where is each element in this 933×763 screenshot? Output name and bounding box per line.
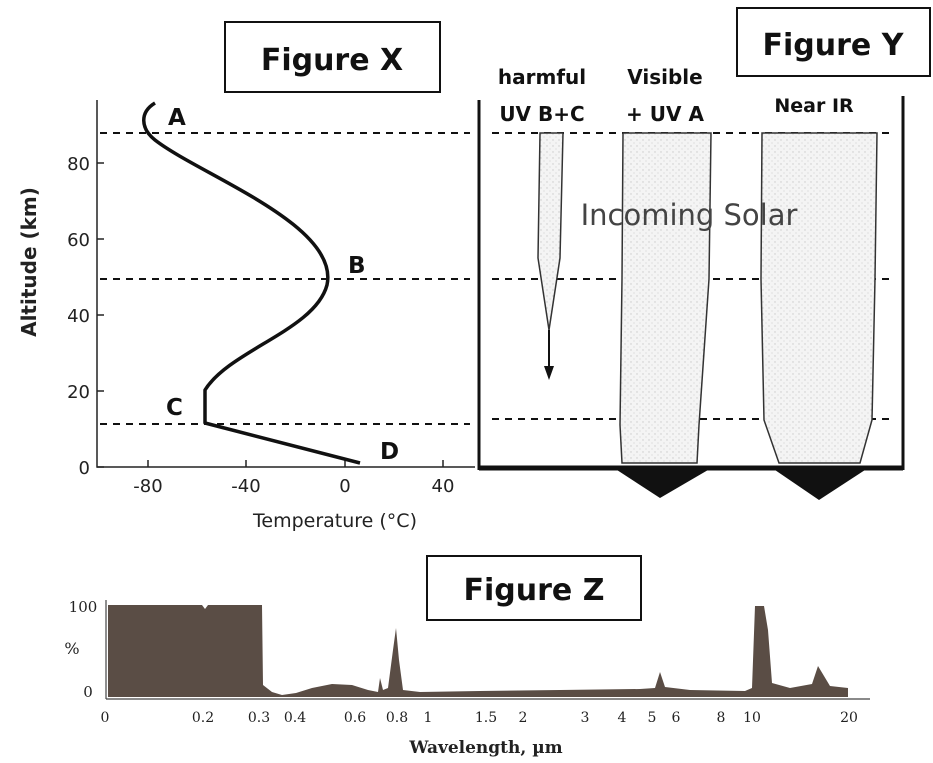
figure-x-y-tick-60: 60 — [67, 230, 90, 251]
point-b-label: B — [348, 253, 366, 279]
figure-z-x-axis-label: Wavelength, µm — [408, 738, 562, 758]
visible-ground-absorption — [617, 470, 708, 498]
figure-z-x-tick: 20 — [840, 710, 858, 726]
figure-x-y-ticks — [97, 162, 104, 468]
figure-z-x-tick: 0.6 — [344, 710, 366, 726]
figure-z-title-box — [426, 555, 642, 621]
figure-z-x-tick: 6 — [672, 710, 681, 726]
point-a-label: A — [168, 105, 186, 131]
figure-x-x-tick-neg40: -40 — [231, 476, 260, 497]
uv-arrow-head — [544, 366, 554, 380]
visible-label-line-2: + UV A — [626, 102, 704, 126]
figure-z-x-tick: 1.5 — [475, 710, 497, 726]
visible-label-line-1: Visible — [627, 65, 702, 89]
figure-x-x-axis-label: Temperature (°C) — [252, 510, 417, 532]
figure-x-y-tick-80: 80 — [67, 154, 90, 175]
figure-y-title: Figure Y — [763, 28, 905, 63]
uv-beam — [537, 132, 564, 331]
figure-x-x-tick-0: 0 — [339, 476, 350, 497]
figure-z-y-tick-0: 0 — [83, 683, 93, 701]
figure-x-x-tick-neg80: -80 — [133, 476, 162, 497]
figure-z: Figure Z 100 % 0 0 0.2 0.3 0.4 0.6 0.8 1… — [64, 555, 870, 758]
figure-z-title: Figure Z — [464, 573, 605, 608]
figure-z-y-tick-100: 100 — [69, 598, 98, 616]
figure-z-x-tick: 0.3 — [248, 710, 270, 726]
figure-z-x-tick: 0 — [101, 710, 110, 726]
figure-y: Figure Y harmful UV B+C Visible + UV A N… — [477, 7, 931, 500]
figure-x-y-tick-40: 40 — [67, 306, 90, 327]
near-ir-label: Near IR — [774, 95, 854, 117]
point-d-label: D — [380, 439, 399, 465]
incoming-solar-caption: Incoming Solar — [581, 198, 798, 232]
figure-z-x-tick: 0.8 — [386, 710, 408, 726]
visible-beam — [619, 132, 712, 464]
point-c-label: C — [166, 395, 183, 421]
figure-x-y-tick-20: 20 — [67, 382, 90, 403]
figure-y-title-box — [736, 7, 931, 77]
figure-z-x-tick: 4 — [618, 710, 627, 726]
figure-x-plot-frame — [96, 100, 475, 468]
figure-z-x-tick: 3 — [581, 710, 590, 726]
figure-x-x-ticks — [147, 460, 444, 467]
temperature-profile-curve — [142, 101, 361, 465]
figure-z-x-tick: 8 — [717, 710, 726, 726]
figure-z-x-tick: 10 — [743, 710, 761, 726]
figure-z-x-tick: 1 — [424, 710, 433, 726]
figure-z-x-tick: 5 — [648, 710, 657, 726]
figure-z-y-unit: % — [64, 639, 79, 658]
figure-x-y-axis-label: Altitude (km) — [17, 187, 41, 337]
near-ir-beam — [760, 132, 878, 464]
figure-z-x-tick: 2 — [519, 710, 528, 726]
figure-x-y-tick-0: 0 — [79, 458, 90, 479]
figure-x-x-tick-40: 40 — [432, 476, 455, 497]
figure-x-title-box — [224, 21, 441, 93]
absorption-spectrum — [108, 605, 848, 697]
uv-label-line-2: UV B+C — [499, 102, 584, 126]
figure-z-x-tick-labels: 0 0.2 0.3 0.4 0.6 0.8 1 1.5 2 3 4 5 6 8 … — [101, 710, 858, 726]
ir-ground-absorption — [775, 470, 865, 500]
figure-x-title: Figure X — [261, 43, 403, 78]
figure-z-x-tick: 0.4 — [284, 710, 306, 726]
figure-x: Figure X 0 20 40 60 80 -80 -40 0 40 Temp… — [17, 21, 475, 532]
figure-z-x-tick: 0.2 — [192, 710, 214, 726]
uv-label-line-1: harmful — [498, 65, 586, 89]
